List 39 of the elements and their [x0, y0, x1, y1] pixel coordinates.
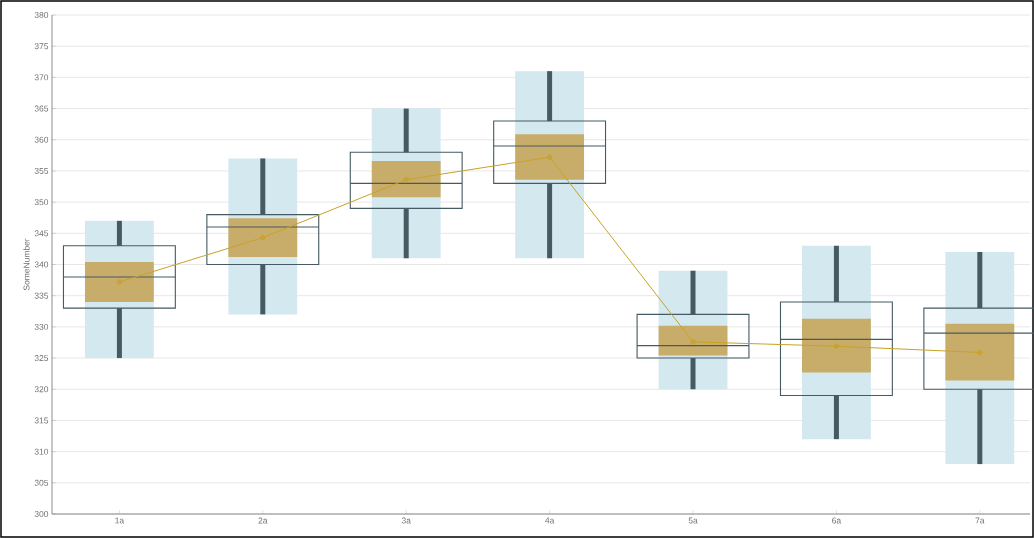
point: [977, 349, 983, 356]
y-tick-label: 310: [34, 448, 49, 455]
y-axis-title: SomeNumber: [23, 238, 30, 291]
bar: [802, 318, 871, 373]
y-tick-label: 375: [34, 43, 49, 50]
point: [116, 279, 123, 285]
y-tick-label: 345: [34, 230, 49, 237]
y-tick-label: 320: [34, 386, 49, 393]
x-tick-label: 3a: [401, 517, 411, 524]
y-tick-label: 325: [34, 355, 49, 362]
point: [260, 234, 266, 241]
bar: [658, 325, 728, 356]
bar: [371, 160, 441, 198]
x-tick-label: 6a: [832, 517, 842, 524]
y-tick-label: 305: [34, 479, 49, 486]
y-tick-label: 365: [34, 105, 49, 112]
y-tick-label: 360: [34, 136, 49, 143]
point: [546, 154, 553, 160]
y-tick-label: 350: [34, 199, 49, 206]
x-tick-label: 5a: [688, 517, 698, 524]
y-tick-label: 355: [34, 167, 49, 174]
bar: [945, 323, 1015, 381]
y-tick-label: 330: [34, 323, 49, 330]
bar: [228, 218, 298, 258]
point: [690, 339, 696, 345]
bar: [84, 262, 154, 302]
y-tick-label: 335: [34, 292, 49, 299]
x-tick-label: 2a: [258, 517, 268, 524]
y-tick-label: 340: [34, 261, 49, 268]
y-tick-label: 370: [34, 74, 49, 81]
x-tick-label: 7a: [975, 517, 985, 524]
bar: [515, 134, 585, 180]
y-tick-label: 300: [34, 511, 49, 517]
x-tick-label: 1a: [115, 517, 125, 524]
y-tick-label: 315: [34, 417, 49, 424]
point: [403, 176, 409, 183]
y-tick-label: 380: [34, 12, 49, 18]
x-tick-label: 4a: [545, 517, 555, 524]
point: [833, 343, 840, 349]
